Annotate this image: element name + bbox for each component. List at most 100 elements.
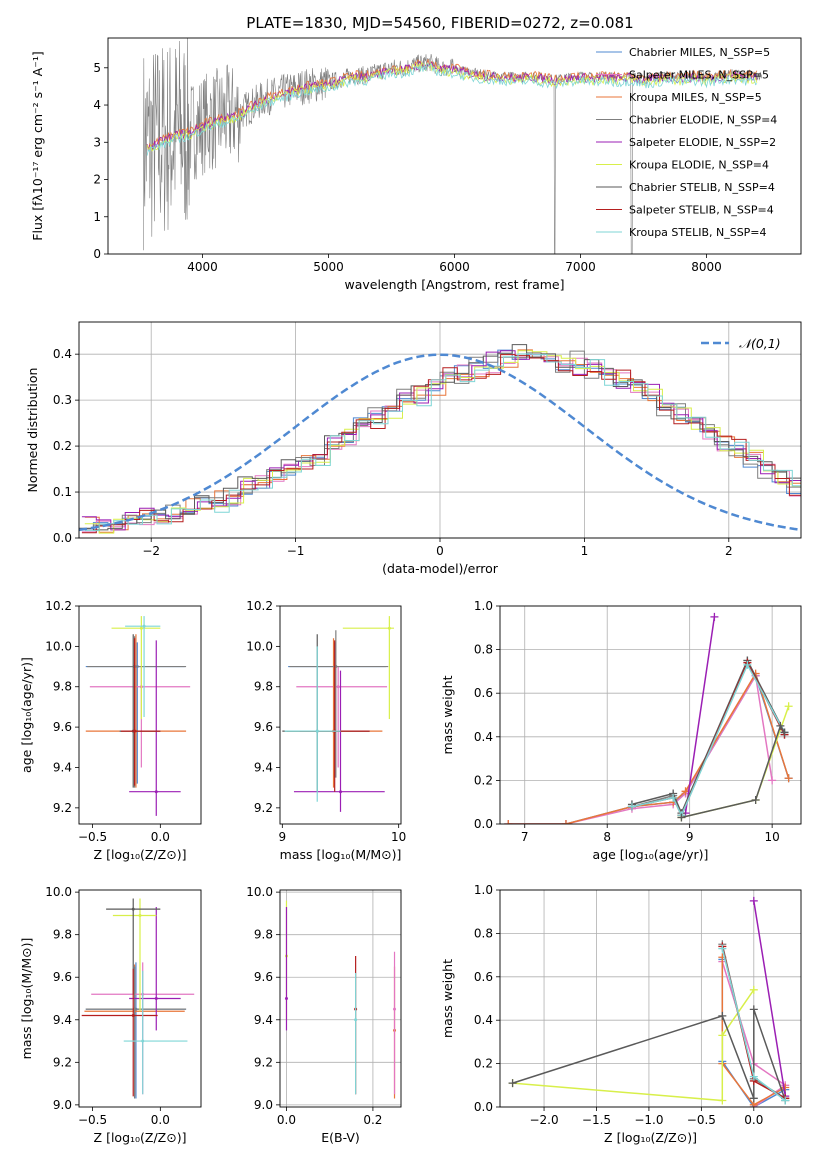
histogram-step: [81, 354, 801, 534]
plus-marker: [781, 1083, 790, 1092]
x-tick-label: 7000: [565, 260, 596, 274]
legend-entry: Chabrier MILES, N_SSP=5: [629, 46, 770, 59]
y-axis-label: age [log₁₀(age/yr)]: [19, 657, 34, 773]
plus-marker: [749, 1094, 758, 1103]
panel-age-vs-mass: 9 10 9.2 9.4 9.6 9.8 10.0 10.2 mass [log₁₀(M/M⊙)…: [246, 599, 406, 862]
histogram-step: [79, 350, 801, 530]
y-tick-label: 9.2: [53, 1055, 72, 1069]
y-tick-label: 9.2: [254, 801, 273, 815]
y-tick-label: 3: [93, 135, 101, 149]
data-point: [138, 914, 142, 918]
y-tick-label: 10.2: [45, 599, 72, 613]
spectrum-model-line: [146, 61, 758, 152]
y-tick-label: 9.0: [254, 1098, 273, 1112]
plus-marker: [751, 796, 760, 805]
x-tick-label: 0.0: [744, 1113, 763, 1127]
axes-frame: [279, 889, 402, 1108]
y-tick-label: 9.2: [53, 801, 72, 815]
y-tick-label: 0.2: [53, 439, 72, 453]
x-tick-label: −2.0: [529, 1113, 558, 1127]
plus-marker: [718, 1031, 727, 1040]
x-tick-label: 0.0: [151, 1113, 170, 1127]
spectrum-model-line: [146, 59, 758, 150]
plus-marker: [743, 660, 752, 669]
x-tick-label: 10: [764, 830, 779, 844]
x-tick-label: 2: [725, 544, 733, 558]
legend-entry: Kroupa STELIB, N_SSP=4: [629, 226, 767, 239]
plus-marker: [710, 612, 719, 621]
x-axis-label: Z [log₁₀(Z/Z⊙)]: [94, 1130, 187, 1145]
plot-area: [79, 344, 801, 534]
y-tick-label: 0.3: [53, 393, 72, 407]
y-tick-label: 9.8: [254, 928, 273, 942]
axes-frame: [499, 605, 802, 825]
panel-massweight-vs-age: 7 8 9 10 0.0 0.2 0.4 0.6 0.8 1.0 age [log₁₀(age/yr…: [440, 599, 802, 862]
x-axis-label: age [log₁₀(age/yr)]: [593, 847, 709, 862]
plus-marker: [784, 702, 793, 711]
x-tick-label: −1.5: [582, 1113, 611, 1127]
y-tick-label: 4: [93, 98, 101, 112]
data-point: [284, 997, 288, 1000]
plus-marker: [749, 1005, 758, 1014]
spectrum-model-line: [146, 63, 758, 156]
y-tick-label: 9.4: [53, 1013, 72, 1027]
x-tick-label: 1: [581, 544, 589, 558]
data-point: [139, 626, 143, 630]
histogram-step: [79, 344, 801, 531]
y-tick-label: 9.6: [254, 970, 273, 984]
plus-marker: [561, 820, 570, 824]
legend-entry: Kroupa MILES, N_SSP=5: [629, 91, 762, 104]
plot-area: [85, 616, 191, 816]
series-line: [681, 724, 786, 819]
series-line: [684, 616, 716, 814]
y-tick-label: 0.2: [474, 773, 493, 787]
data-point: [131, 1014, 135, 1018]
y-tick-label: 5: [93, 61, 101, 75]
x-tick-label: 7: [521, 830, 529, 844]
x-tick-label: −0.5: [687, 1113, 716, 1127]
y-tick-label: 9.8: [53, 680, 72, 694]
panel-mass-vs-z: −0.5 0.0 9.0 9.2 9.4 9.6 9.8 10.0 Z [log₁₀(Z/Z⊙)…: [19, 885, 202, 1145]
plus-marker: [780, 728, 789, 737]
legend-entry: Chabrier STELIB, N_SSP=4: [629, 181, 775, 194]
y-tick-label: 0.6: [474, 686, 493, 700]
x-axis-label: E(B-V): [321, 1130, 360, 1145]
y-tick-label: 9.4: [254, 760, 273, 774]
x-tick-label: 0.0: [277, 1113, 296, 1127]
y-tick-label: 0.0: [53, 531, 72, 545]
plus-marker: [781, 1096, 790, 1105]
data-point: [154, 790, 158, 794]
histogram-step: [79, 349, 801, 530]
y-tick-label: 0.6: [474, 970, 493, 984]
data-point: [154, 997, 158, 1000]
plus-marker: [749, 1072, 758, 1081]
y-axis-label: mass weight: [440, 959, 455, 1038]
data-point: [393, 1007, 397, 1011]
y-tick-label: 10.2: [246, 599, 273, 613]
series-line: [631, 660, 786, 818]
histogram-step: [81, 353, 801, 533]
x-tick-label: 6000: [439, 260, 470, 274]
y-tick-label: 9.8: [254, 680, 273, 694]
panel-age-vs-z: −0.5 0.0 9.2 9.4 9.6 9.8 10.0 10.2 Z [log₁₀(Z/Z⊙…: [19, 599, 202, 862]
x-tick-label: −1: [287, 544, 305, 558]
plus-marker: [504, 820, 513, 824]
y-tick-label: 10.0: [246, 885, 273, 899]
legend-entry: Chabrier ELODIE, N_SSP=4: [629, 114, 777, 127]
y-tick-label: 0.0: [474, 1100, 493, 1114]
y-tick-label: 1.0: [474, 599, 493, 613]
y-axis-label: Normed distribution: [25, 368, 40, 493]
y-tick-label: 10.0: [45, 885, 72, 899]
legend-entry: 𝒩(0,1): [739, 336, 781, 351]
panel-spectrum: 4000 5000 6000 7000 8000 0 1 2 3 4 5 wavelength [An…: [30, 37, 802, 292]
plus-marker: [768, 776, 777, 785]
figure-title: PLATE=1830, MJD=54560, FIBERID=0272, z=0…: [246, 14, 633, 32]
axes-frame: [107, 37, 802, 255]
series-line: [721, 957, 786, 1106]
y-tick-label: 0.4: [53, 347, 72, 361]
plot-area: [508, 896, 790, 1107]
plus-marker: [718, 1096, 727, 1105]
x-tick-label: 0.0: [151, 830, 170, 844]
panel-massweight-vs-z: −2.0 −1.5 −1.0 −0.5 0.0 0.0 0.2 0.4 0.6 0.8 1.0 Z […: [440, 883, 802, 1145]
